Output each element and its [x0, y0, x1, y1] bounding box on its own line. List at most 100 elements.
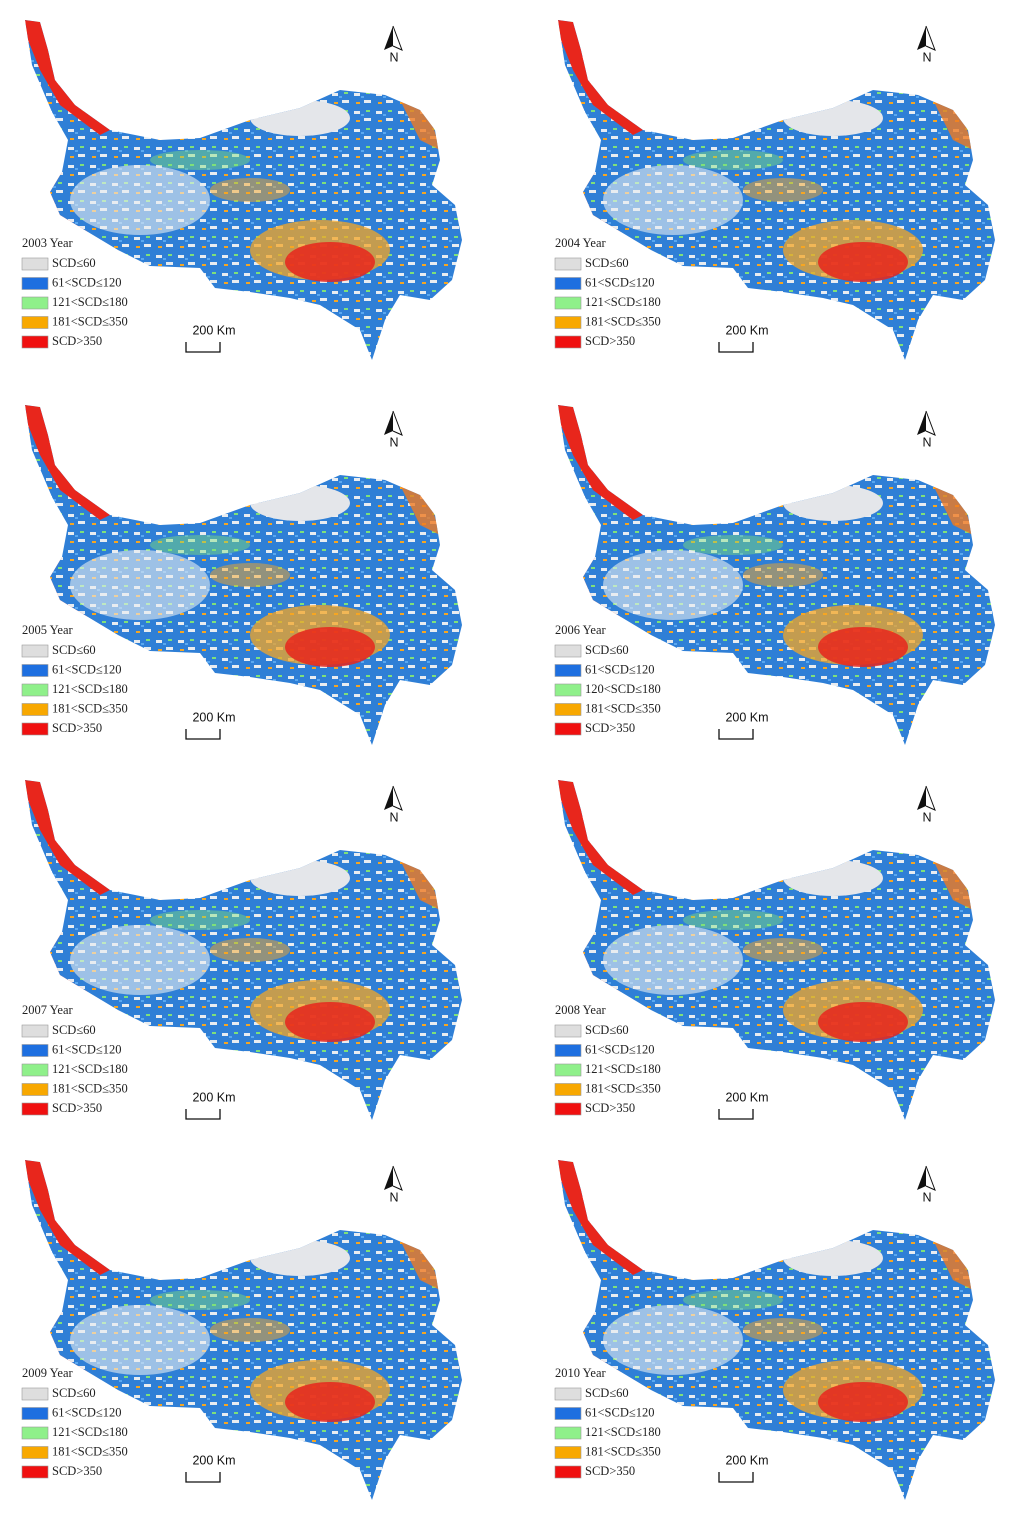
map-panel: 2009 Year SCD≤60 61<SCD≤120 121<SCD≤180 181<… — [0, 1140, 480, 1520]
year-label: 2003 Year — [22, 236, 74, 250]
legend-label: SCD>350 — [52, 1101, 102, 1115]
legend-swatch — [21, 296, 49, 310]
legend-swatch — [554, 722, 582, 736]
map-panel: 2004 Year SCD≤60 61<SCD≤120 121<SCD≤180 181<… — [533, 0, 1013, 380]
legend-label: 181<SCD≤350 — [52, 701, 128, 715]
map-panel: 2005 Year SCD≤60 61<SCD≤120 121<SCD≤180 181<… — [0, 385, 480, 765]
legend-label: SCD≤60 — [52, 1023, 96, 1037]
legend-swatch — [554, 1063, 582, 1077]
legend-swatch — [554, 1102, 582, 1116]
legend-swatch — [21, 683, 49, 697]
north-arrow — [917, 1166, 926, 1190]
legend-label: 120<SCD≤180 — [585, 682, 661, 696]
legend-swatch — [21, 1083, 49, 1096]
year-label: 2005 Year — [22, 623, 74, 637]
legend-swatch — [554, 296, 582, 310]
north-label: N — [389, 1190, 398, 1204]
legend-label: 121<SCD≤180 — [585, 295, 661, 309]
legend-swatch — [21, 1063, 49, 1077]
north-arrow — [917, 786, 926, 810]
year-label: 2006 Year — [555, 623, 607, 637]
legend-label: 121<SCD≤180 — [52, 1062, 128, 1076]
legend-label: SCD>350 — [52, 1464, 102, 1478]
north-label: N — [389, 435, 398, 449]
legend-label: SCD≤60 — [585, 256, 629, 270]
legend-label: SCD≤60 — [585, 643, 629, 657]
legend-swatch — [554, 664, 582, 677]
legend-swatch — [21, 1387, 49, 1401]
legend-swatch — [554, 1446, 582, 1459]
north-arrow-outline — [925, 410, 936, 436]
legend-swatch — [21, 335, 49, 349]
legend-label: 181<SCD≤350 — [52, 1081, 128, 1095]
legend-label: 181<SCD≤350 — [52, 314, 128, 328]
legend-label: SCD≤60 — [52, 1386, 96, 1400]
scale-label: 200 Km — [192, 323, 235, 337]
legend-swatch — [554, 1387, 582, 1401]
scale-bar — [718, 729, 754, 740]
north-label: N — [389, 810, 398, 824]
year-label: 2004 Year — [555, 236, 607, 250]
legend-swatch — [554, 1407, 582, 1420]
legend-swatch — [554, 257, 582, 271]
year-label: 2008 Year — [555, 1003, 607, 1017]
legend-label: SCD>350 — [585, 1101, 635, 1115]
north-arrow-outline — [392, 785, 403, 811]
north-label: N — [922, 50, 931, 64]
legend-swatch — [554, 683, 582, 697]
legend-label: 61<SCD≤120 — [52, 275, 121, 289]
legend-label: 61<SCD≤120 — [585, 662, 654, 676]
scale-bar — [185, 729, 221, 740]
legend-swatch — [554, 1083, 582, 1096]
legend-swatch — [21, 277, 49, 290]
legend-label: 61<SCD≤120 — [585, 1042, 654, 1056]
map-panel: 2007 Year SCD≤60 61<SCD≤120 121<SCD≤180 181<… — [0, 760, 480, 1140]
north-arrow — [917, 411, 926, 435]
legend-swatch — [21, 722, 49, 736]
legend-label: SCD≤60 — [585, 1386, 629, 1400]
legend-label: SCD≤60 — [585, 1023, 629, 1037]
legend-label: 121<SCD≤180 — [52, 1425, 128, 1439]
legend-swatch — [554, 703, 582, 716]
north-arrow — [384, 411, 393, 435]
north-label: N — [922, 810, 931, 824]
legend-swatch — [554, 1465, 582, 1479]
scale-label: 200 Km — [725, 1453, 768, 1467]
scale-label: 200 Km — [192, 1453, 235, 1467]
legend-label: SCD>350 — [585, 1464, 635, 1478]
legend-swatch — [21, 1102, 49, 1116]
north-label: N — [389, 50, 398, 64]
legend-label: 121<SCD≤180 — [585, 1062, 661, 1076]
legend-swatch — [21, 1044, 49, 1057]
legend-swatch — [554, 316, 582, 329]
legend-swatch — [21, 644, 49, 658]
legend-label: 61<SCD≤120 — [52, 1405, 121, 1419]
legend-swatch — [554, 277, 582, 290]
map-panel: 2006 Year SCD≤60 61<SCD≤120 120<SCD≤180 181<… — [533, 385, 1013, 765]
north-arrow-outline — [392, 1165, 403, 1191]
north-arrow — [384, 786, 393, 810]
legend-label: 181<SCD≤350 — [52, 1444, 128, 1458]
legend-label: SCD≤60 — [52, 256, 96, 270]
legend-swatch — [554, 1044, 582, 1057]
north-arrow-outline — [925, 785, 936, 811]
legend-swatch — [554, 1426, 582, 1440]
north-arrow — [384, 26, 393, 50]
north-arrow — [384, 1166, 393, 1190]
north-arrow — [917, 26, 926, 50]
north-arrow-outline — [925, 1165, 936, 1191]
legend-label: 61<SCD≤120 — [585, 1405, 654, 1419]
north-arrow-outline — [925, 25, 936, 51]
legend-label: 121<SCD≤180 — [52, 682, 128, 696]
legend-label: SCD>350 — [585, 721, 635, 735]
scale-bar — [185, 1109, 221, 1120]
legend-swatch — [554, 1024, 582, 1038]
map-panel: 2010 Year SCD≤60 61<SCD≤120 121<SCD≤180 181<… — [533, 1140, 1013, 1520]
scale-label: 200 Km — [725, 323, 768, 337]
legend-label: SCD>350 — [585, 334, 635, 348]
legend-label: 61<SCD≤120 — [52, 1042, 121, 1056]
legend-swatch — [21, 703, 49, 716]
legend-swatch — [21, 664, 49, 677]
north-label: N — [922, 1190, 931, 1204]
legend-label: SCD>350 — [52, 721, 102, 735]
